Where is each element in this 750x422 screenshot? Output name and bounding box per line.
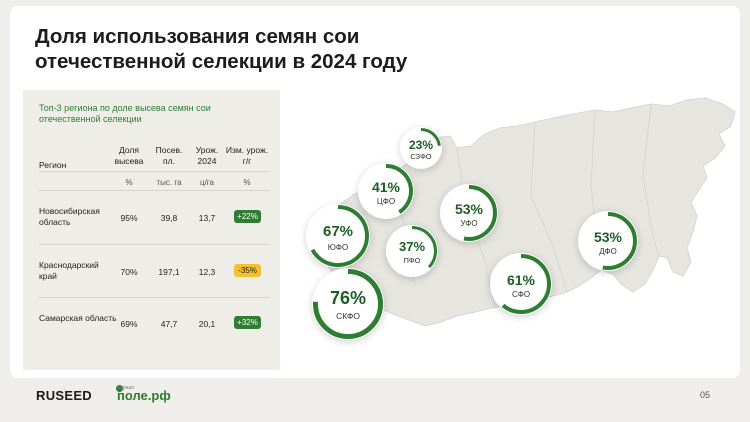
- header-divider: [39, 171, 269, 172]
- district-ring: [441, 185, 497, 241]
- row-change-badge: -35%: [234, 264, 261, 277]
- district-ring-arc: [307, 205, 369, 267]
- district-pct: 23%: [408, 138, 434, 152]
- row-share: 95%: [120, 213, 138, 223]
- district-name: ДФО: [599, 247, 617, 256]
- row-area: 197,1: [158, 267, 180, 277]
- district-name: ЮФО: [327, 243, 349, 252]
- row-area: 47,7: [160, 319, 178, 329]
- district-ring-arc: [313, 269, 383, 339]
- district-pct: 53%: [593, 229, 623, 245]
- ruseed-logo: RUSEED: [36, 385, 123, 403]
- district-ring-arc: [387, 226, 437, 276]
- district-ring: [579, 212, 637, 270]
- district-name: ПФО: [403, 256, 421, 265]
- district-bubble-cfo: 41% ЦФО: [358, 163, 414, 219]
- slide-card: Доля использования семян сои отечественн…: [10, 6, 740, 378]
- row-change-badge: +22%: [234, 210, 261, 223]
- unit-change: %: [243, 178, 251, 187]
- header-yield: Урож. 2024: [195, 145, 219, 166]
- district-ring: [491, 254, 551, 314]
- district-ring-arc: [401, 128, 441, 168]
- header-region: Регион: [39, 160, 67, 170]
- footer: RUSEED журнал поле.рф 05: [0, 378, 750, 422]
- row-yield: 12,3: [198, 267, 216, 277]
- unit-share: %: [125, 178, 133, 187]
- district-ring-arc: [441, 185, 497, 241]
- district-name: ЦФО: [376, 197, 396, 206]
- registered-mark-icon: [116, 385, 123, 392]
- row-share: 70%: [120, 267, 138, 277]
- district-ring: [313, 269, 383, 339]
- row-yield: 13,7: [198, 213, 216, 223]
- row-divider: [39, 297, 269, 298]
- district-bubble-pfo: 37% ПФО: [386, 225, 438, 277]
- row-region: Краснодарский край: [39, 260, 99, 281]
- district-bubble-yufo: 67% ЮФО: [306, 204, 370, 268]
- district-pct: 67%: [322, 223, 354, 240]
- district-pct: 61%: [506, 272, 536, 288]
- district-bubble-skfo: 76% СКФО: [312, 268, 384, 340]
- header-area: Посев. пл.: [155, 145, 183, 166]
- unit-area: тыс. га: [156, 178, 182, 187]
- district-ring: [359, 164, 413, 218]
- district-ring: [387, 226, 437, 276]
- row-change-badge: +32%: [234, 316, 261, 329]
- district-bubble-szfo: 23% СЗФО: [400, 127, 442, 169]
- district-ring-arc: [359, 164, 413, 218]
- district-bubble-ufo: 53% УФО: [440, 184, 498, 242]
- district-bubble-sfo: 61% СФО: [490, 253, 552, 315]
- district-bubble-dfo: 53% ДФО: [578, 211, 638, 271]
- district-name: УФО: [460, 219, 478, 228]
- header-change: Изм. урож. г/г: [225, 145, 269, 166]
- unit-yield: ц/га: [200, 178, 214, 187]
- district-ring: [307, 205, 369, 267]
- row-divider: [39, 244, 269, 245]
- page-title: Доля использования семян сои отечественн…: [35, 25, 408, 73]
- district-name: СКФО: [336, 311, 360, 321]
- district-name: СЗФО: [410, 152, 432, 161]
- partner-logo-caption: журнал: [117, 385, 135, 391]
- row-share: 69%: [120, 319, 138, 329]
- page-number: 05: [700, 390, 711, 400]
- district-ring-arc: [491, 254, 551, 314]
- row-region: Самарская область: [39, 313, 117, 323]
- district-pct: 37%: [398, 239, 426, 254]
- regions-table-panel: Топ-3 региона по доле высева семян сои о…: [23, 90, 280, 370]
- header-share: Доля высева: [114, 145, 144, 166]
- row-area: 39,8: [160, 213, 178, 223]
- district-ring: [401, 128, 441, 168]
- district-name: СФО: [511, 290, 531, 299]
- ruseed-logo-text: RUSEED: [36, 388, 92, 403]
- table-heading: Топ-3 региона по доле высева семян сои о…: [39, 103, 211, 124]
- district-pct: 53%: [454, 201, 484, 217]
- partner-logo: поле.рф: [117, 388, 171, 403]
- district-pct: 76%: [329, 288, 367, 308]
- district-ring-arc: [579, 212, 637, 270]
- units-divider: [39, 190, 269, 191]
- district-pct: 41%: [371, 179, 401, 195]
- row-yield: 20,1: [198, 319, 216, 329]
- row-region: Новосибирская область: [39, 206, 100, 227]
